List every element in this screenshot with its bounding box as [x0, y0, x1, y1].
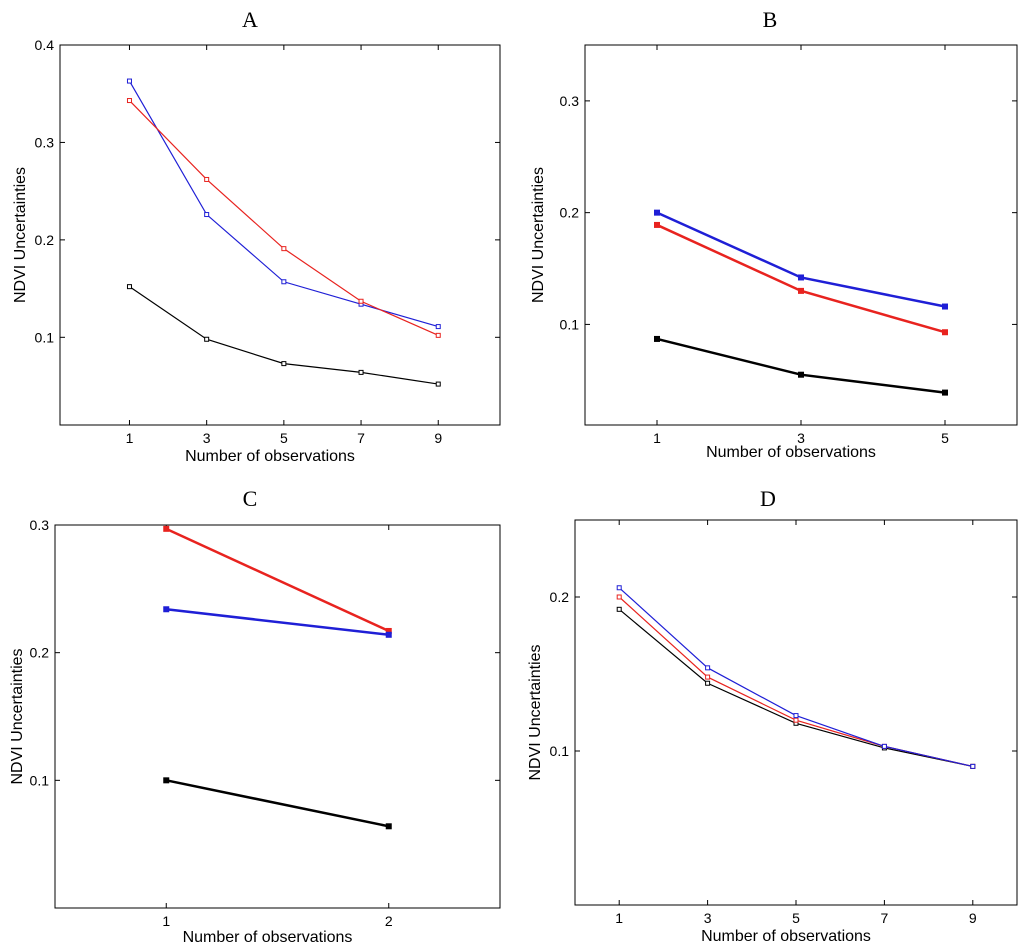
data-point-red-a [126, 98, 132, 104]
y-axis-label-b: NDVI Uncertainties [530, 167, 547, 303]
panel-title-c: C [243, 486, 258, 511]
x-tick-label-a: 5 [280, 430, 288, 446]
data-point-blue-a [204, 212, 210, 218]
x-tick-label-d: 9 [969, 910, 977, 926]
y-tick-label-c: 0.2 [30, 645, 50, 661]
x-tick-label-c: 1 [162, 913, 170, 929]
data-point-blue-a [281, 279, 287, 285]
data-point-red-d [616, 594, 622, 600]
data-point-red-b [942, 329, 948, 336]
x-tick-label-b: 1 [653, 430, 661, 446]
y-tick-label-b: 0.1 [560, 316, 580, 332]
data-point-red-b [798, 287, 804, 294]
y-tick-label-c: 0.1 [30, 772, 50, 788]
y-tick-label-d: 0.1 [550, 743, 570, 759]
y-axis-label-d: NDVI Uncertainties [527, 644, 544, 780]
y-axis-label-a: NDVI Uncertainties [12, 167, 29, 303]
y-tick-label-b: 0.2 [560, 205, 580, 221]
series-line-blue-a [128, 80, 439, 328]
x-tick-label-b: 3 [797, 430, 805, 446]
data-point-red-a [204, 176, 210, 182]
panel-c: C Number of observations NDVI Uncertaintie… [9, 486, 501, 946]
x-axis-label-d: Number of observations [701, 928, 871, 945]
x-tick-label-c: 2 [385, 913, 393, 929]
data-point-red-a [358, 298, 364, 304]
series-line-red-a [129, 100, 439, 336]
panel-title-d: D [760, 486, 776, 511]
y-tick-label-b: 0.3 [560, 93, 580, 109]
plot-frame-a [59, 44, 501, 426]
panel-title-b: B [763, 7, 778, 32]
panel-d: D Number of observations NDVI Uncertaintie… [527, 486, 1018, 945]
series-line-black-b [656, 337, 946, 394]
data-point-black-b [654, 335, 660, 342]
y-axis-label-c: NDVI Uncertainties [9, 648, 26, 784]
x-axis-label-b: Number of observations [706, 444, 876, 461]
data-point-blue-d [793, 713, 799, 719]
data-point-red-c [163, 525, 170, 532]
y-tick-label-d: 0.2 [550, 589, 570, 605]
data-point-blue-d [616, 585, 622, 591]
data-point-red-d [705, 674, 711, 680]
data-point-black-d [616, 606, 622, 612]
panel-title-a: A [242, 7, 258, 32]
data-point-blue-d [705, 665, 711, 671]
data-point-blue-b [654, 209, 660, 216]
y-tick-label-a: 0.3 [35, 134, 55, 150]
data-point-blue-b [798, 274, 804, 281]
data-point-black-c [385, 823, 392, 830]
series-line-blue-c [166, 608, 389, 637]
panel-a: A Number of observations NDVI Uncertaintie… [12, 7, 501, 465]
series-line-blue-d [618, 587, 973, 767]
data-point-black-c [163, 777, 170, 784]
data-point-blue-d [881, 743, 887, 749]
data-point-blue-c [385, 631, 392, 638]
data-point-red-a [435, 332, 441, 338]
plot-frame-d [574, 519, 1018, 906]
data-point-black-a [435, 381, 441, 387]
series-line-black-c [165, 779, 390, 828]
data-point-blue-b [942, 303, 948, 310]
x-tick-label-d: 3 [704, 910, 712, 926]
plot-frame-b [584, 44, 1018, 426]
x-tick-label-a: 1 [126, 430, 134, 446]
data-point-red-d [793, 717, 799, 723]
x-tick-label-d: 1 [615, 910, 623, 926]
data-point-black-a [126, 284, 132, 290]
series-line-red-d [618, 596, 973, 767]
x-tick-label-a: 7 [357, 430, 365, 446]
x-axis-label-c: Number of observations [183, 929, 353, 946]
x-tick-label-d: 5 [792, 910, 800, 926]
data-point-black-a [358, 369, 364, 375]
data-point-blue-c [163, 606, 170, 613]
series-line-black-a [129, 286, 439, 385]
y-tick-label-a: 0.1 [35, 329, 55, 345]
data-point-black-b [798, 371, 804, 378]
data-point-black-b [942, 389, 948, 396]
x-tick-label-a: 9 [434, 430, 442, 446]
data-point-red-a [281, 246, 287, 252]
series-line-black-d [618, 608, 973, 767]
panel-b: B Number of observations NDVI Uncertaintie… [530, 7, 1018, 461]
x-tick-label-a: 3 [203, 430, 211, 446]
x-tick-label-b: 5 [941, 430, 949, 446]
x-tick-label-d: 7 [881, 910, 889, 926]
y-tick-label-c: 0.3 [30, 517, 50, 533]
data-point-black-d [705, 680, 711, 686]
data-point-blue-a [126, 78, 132, 84]
data-point-black-a [281, 361, 287, 367]
data-point-black-a [204, 336, 210, 342]
plot-frame-c [54, 524, 501, 909]
x-axis-label-a: Number of observations [185, 448, 355, 465]
data-point-blue-a [435, 324, 441, 330]
series-line-red-c [165, 527, 390, 633]
y-tick-label-a: 0.4 [35, 37, 55, 53]
data-point-red-b [654, 221, 660, 228]
y-tick-label-a: 0.2 [35, 232, 55, 248]
data-point-blue-d [970, 763, 976, 769]
